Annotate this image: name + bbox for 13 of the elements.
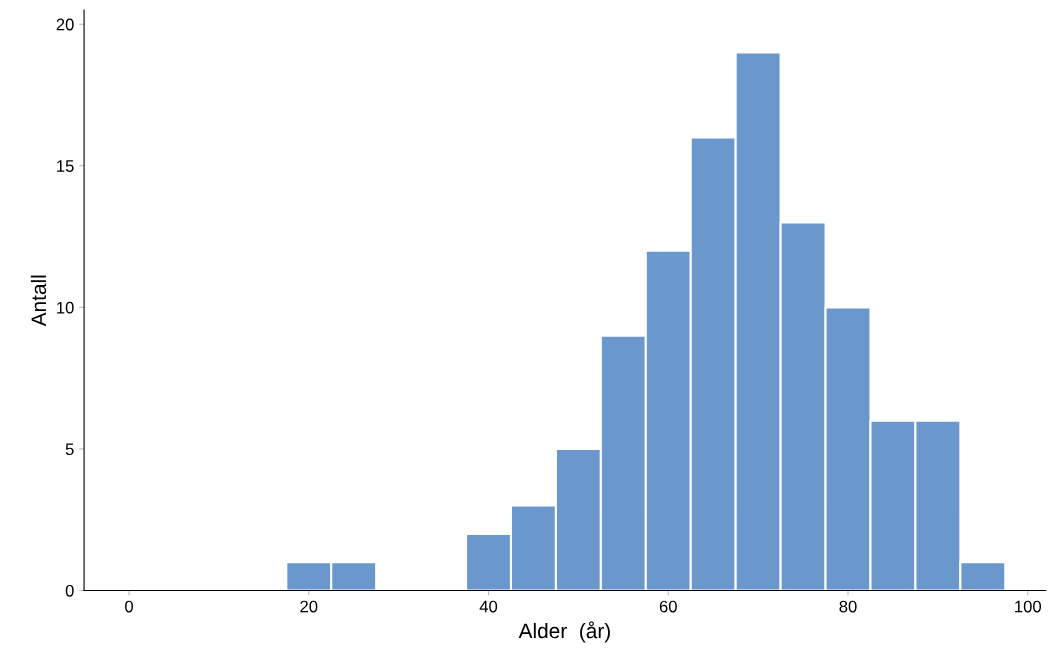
x-tick-label: 60: [659, 600, 677, 613]
y-tick-label: 10: [57, 301, 74, 314]
x-axis-title: Alder (år): [518, 621, 610, 643]
y-tick-label: 20: [56, 18, 74, 31]
x-tick-label: 0: [125, 600, 133, 613]
y-tick-label: 15: [57, 160, 74, 172]
x-tick-label: 80: [839, 600, 857, 613]
x-tick-label: 20: [300, 600, 318, 613]
y-tick-label: 5: [65, 443, 74, 456]
x-tick-label: 100: [1015, 600, 1042, 613]
y-tick-label: 0: [65, 584, 74, 597]
x-tick-label: 40: [479, 600, 498, 613]
y-axis-title: Antall: [30, 275, 47, 327]
